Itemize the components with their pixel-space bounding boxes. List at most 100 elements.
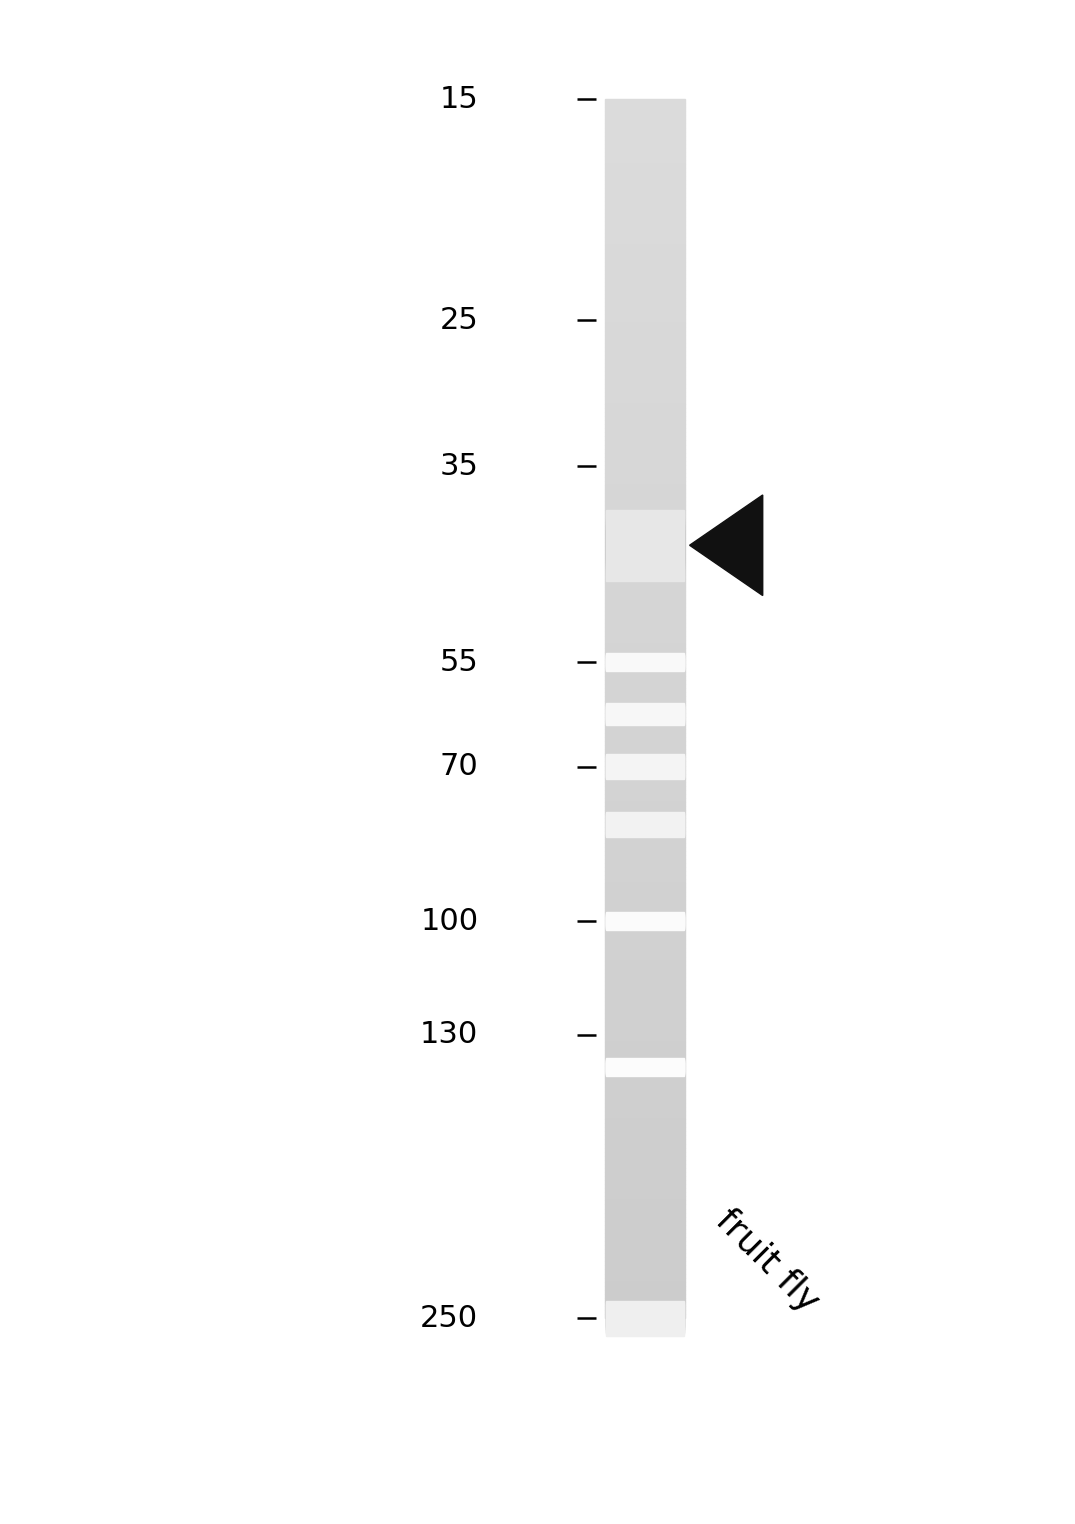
Bar	[604, 579, 686, 582]
Bar	[606, 1059, 684, 1074]
Text: 55: 55	[440, 648, 478, 677]
Bar	[604, 652, 686, 655]
Bar	[604, 899, 686, 904]
Bar	[604, 850, 686, 855]
Bar	[604, 360, 686, 363]
Bar	[604, 616, 686, 619]
Bar	[604, 628, 686, 631]
Bar	[604, 916, 686, 920]
Bar	[606, 524, 684, 567]
Bar	[604, 530, 686, 533]
Bar	[604, 221, 686, 226]
Bar	[604, 952, 686, 957]
Bar	[604, 1119, 686, 1123]
Bar	[604, 375, 686, 379]
Bar	[604, 408, 686, 411]
Bar	[604, 684, 686, 689]
Text: 25: 25	[440, 306, 478, 335]
Bar	[604, 1152, 686, 1155]
Bar	[604, 875, 686, 879]
Bar	[604, 611, 686, 616]
Bar	[604, 789, 686, 794]
Bar	[606, 515, 684, 575]
Bar	[606, 527, 684, 564]
Bar	[604, 338, 686, 343]
Bar	[604, 924, 686, 928]
Bar	[606, 817, 684, 832]
Bar	[604, 485, 686, 489]
Bar	[604, 558, 686, 562]
Bar	[606, 1062, 684, 1073]
Bar	[604, 177, 686, 180]
Bar	[604, 424, 686, 428]
Bar	[604, 494, 686, 497]
Bar	[604, 623, 686, 628]
Text: 130: 130	[420, 1021, 478, 1050]
Bar	[604, 802, 686, 806]
Bar	[604, 607, 686, 611]
Bar	[604, 863, 686, 867]
Bar	[604, 1172, 686, 1177]
Bar	[604, 104, 686, 107]
Bar	[604, 594, 686, 599]
Bar	[604, 326, 686, 331]
Bar	[604, 701, 686, 704]
Bar	[604, 1111, 686, 1116]
Bar	[604, 1058, 686, 1062]
Text: fruit fly: fruit fly	[710, 1202, 826, 1318]
Bar	[604, 713, 686, 716]
Bar	[604, 945, 686, 948]
Bar	[604, 716, 686, 721]
Bar	[606, 916, 684, 927]
Bar	[604, 587, 686, 591]
Bar	[604, 765, 686, 770]
Bar	[604, 1001, 686, 1006]
Bar	[604, 1123, 686, 1128]
Bar	[604, 465, 686, 469]
Bar	[604, 1143, 686, 1148]
Bar	[604, 521, 686, 526]
Bar	[604, 643, 686, 648]
Bar	[604, 1042, 686, 1045]
Bar	[606, 530, 684, 561]
Bar	[604, 311, 686, 314]
Bar	[604, 128, 686, 131]
Bar	[604, 599, 686, 604]
Bar	[604, 347, 686, 351]
Bar	[604, 172, 686, 177]
Bar	[604, 387, 686, 392]
Bar	[604, 343, 686, 347]
Bar	[604, 933, 686, 936]
Bar	[606, 654, 684, 671]
Bar	[604, 277, 686, 282]
Bar	[604, 160, 686, 165]
Bar	[604, 189, 686, 192]
Bar	[604, 664, 686, 668]
Bar	[604, 506, 686, 509]
Bar	[604, 1253, 686, 1257]
Bar	[604, 533, 686, 538]
Bar	[604, 99, 686, 104]
Bar	[604, 860, 686, 863]
Bar	[604, 896, 686, 899]
Bar	[606, 914, 684, 928]
Bar	[604, 314, 686, 319]
Bar	[604, 282, 686, 287]
Bar	[604, 721, 686, 725]
Bar	[606, 1059, 684, 1074]
Bar	[604, 770, 686, 774]
Bar	[604, 985, 686, 989]
Bar	[604, 1221, 686, 1225]
Bar	[604, 355, 686, 360]
Bar	[604, 570, 686, 575]
Bar	[604, 604, 686, 607]
Bar	[604, 1196, 686, 1201]
Bar	[606, 759, 684, 776]
Bar	[604, 1250, 686, 1253]
Bar	[604, 1225, 686, 1228]
Bar	[604, 818, 686, 823]
Bar	[604, 1103, 686, 1106]
Bar	[606, 759, 684, 774]
Bar	[604, 399, 686, 404]
Bar	[604, 1269, 686, 1274]
